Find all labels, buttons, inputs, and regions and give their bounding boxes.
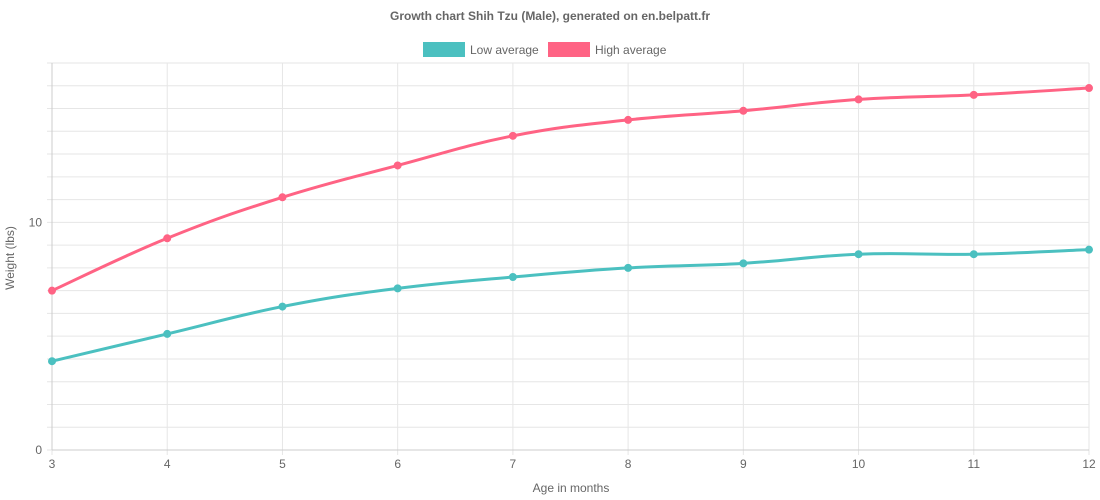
data-point-high-average[interactable] xyxy=(624,115,633,124)
y-axis-title: Weight (lbs) xyxy=(3,226,17,290)
x-tick-label: 3 xyxy=(49,457,56,471)
x-tick-label: 5 xyxy=(279,457,286,471)
data-point-low-average[interactable] xyxy=(969,250,978,259)
x-tick-label: 7 xyxy=(510,457,517,471)
axes xyxy=(51,63,1089,451)
y-tick-label: 10 xyxy=(29,215,43,229)
data-point-low-average[interactable] xyxy=(278,302,287,311)
data-point-low-average[interactable] xyxy=(739,259,748,268)
grid xyxy=(47,62,1090,455)
x-tick-label: 4 xyxy=(164,457,171,471)
x-tick-label: 9 xyxy=(740,457,747,471)
legend: Low average High average xyxy=(423,42,667,57)
series-line-high-average xyxy=(51,86,1090,293)
legend-swatch-low-average xyxy=(423,42,465,57)
x-tick-label: 12 xyxy=(1082,457,1096,471)
data-point-high-average[interactable] xyxy=(393,161,402,170)
x-tick-label: 11 xyxy=(968,457,981,471)
series-points xyxy=(48,84,1093,366)
data-point-high-average[interactable] xyxy=(48,286,56,295)
data-point-high-average[interactable] xyxy=(163,234,172,243)
data-point-low-average[interactable] xyxy=(163,329,172,338)
legend-label-high-average: High average xyxy=(595,43,667,57)
x-axis-ticks: 3 4 5 6 7 8 9 10 11 12 xyxy=(49,457,1096,471)
data-point-low-average[interactable] xyxy=(1085,245,1093,254)
legend-item-high-average[interactable]: High average xyxy=(548,42,667,57)
x-tick-label: 6 xyxy=(394,457,401,471)
data-point-high-average[interactable] xyxy=(508,131,517,140)
data-point-low-average[interactable] xyxy=(393,284,402,293)
data-point-high-average[interactable] xyxy=(1085,84,1093,93)
y-tick-label: 0 xyxy=(35,443,42,457)
data-point-low-average[interactable] xyxy=(624,263,633,272)
chart-title: Growth chart Shih Tzu (Male), generated … xyxy=(390,9,710,23)
data-point-high-average[interactable] xyxy=(854,95,863,104)
data-point-low-average[interactable] xyxy=(508,272,517,281)
x-tick-label: 8 xyxy=(625,457,632,471)
legend-item-low-average[interactable]: Low average xyxy=(423,42,539,57)
x-axis-title: Age in months xyxy=(533,481,610,495)
data-point-low-average[interactable] xyxy=(48,357,56,366)
legend-swatch-high-average xyxy=(548,42,590,57)
y-axis-ticks: 0 10 xyxy=(29,215,43,457)
x-tick-label: 10 xyxy=(852,457,866,471)
data-point-low-average[interactable] xyxy=(854,250,863,259)
series-lines xyxy=(51,86,1090,363)
data-point-high-average[interactable] xyxy=(969,90,978,99)
data-point-high-average[interactable] xyxy=(278,193,287,202)
series-line-low-average xyxy=(51,248,1090,363)
legend-label-low-average: Low average xyxy=(470,43,539,57)
data-point-high-average[interactable] xyxy=(739,106,748,115)
